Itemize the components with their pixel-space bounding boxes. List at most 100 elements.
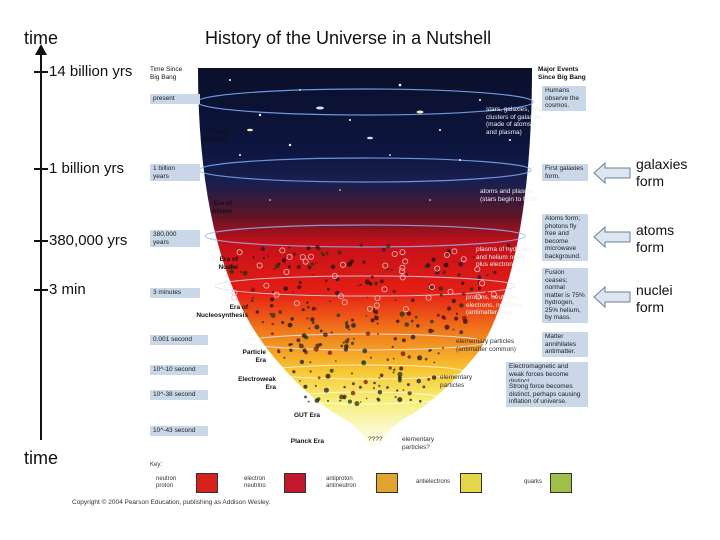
particle bbox=[229, 269, 234, 274]
event-label-galaxies: galaxies form bbox=[636, 156, 687, 190]
atom-ring bbox=[382, 262, 389, 269]
desc-elementary-common: elementary particles (antimatter common) bbox=[456, 338, 516, 353]
atom-ring bbox=[236, 249, 243, 256]
atom-ring bbox=[293, 300, 300, 307]
particle bbox=[397, 397, 403, 403]
time-box-0001-second-text: 0.001 second bbox=[153, 336, 193, 343]
particle bbox=[451, 298, 456, 304]
desc-atoms-plasma: atoms and plasma (stars begin to form) bbox=[480, 188, 539, 203]
particle bbox=[402, 338, 406, 343]
figure-header-events-line1: Major Events bbox=[538, 66, 579, 73]
particle bbox=[251, 299, 254, 302]
particle bbox=[351, 318, 354, 322]
particle bbox=[359, 401, 362, 403]
slide-title: History of the Universe in a Nutshell bbox=[205, 28, 492, 48]
particle bbox=[289, 348, 293, 352]
atom-ring bbox=[307, 253, 314, 260]
atom-ring bbox=[231, 294, 238, 301]
particle bbox=[457, 273, 461, 277]
particle bbox=[308, 327, 311, 330]
atom-ring bbox=[273, 291, 280, 298]
particle bbox=[386, 386, 389, 389]
particle bbox=[288, 343, 292, 347]
particle bbox=[424, 357, 428, 361]
particle bbox=[313, 346, 319, 352]
event-label-atoms: atoms form bbox=[636, 222, 674, 256]
atom-ring bbox=[402, 306, 409, 313]
particle bbox=[370, 356, 372, 359]
key-item-quarks: quarks bbox=[524, 479, 543, 485]
particle bbox=[304, 335, 309, 340]
particle bbox=[312, 273, 314, 276]
particle bbox=[327, 399, 329, 402]
particle bbox=[325, 279, 328, 282]
figure-header-events-line2: Since Big Bang bbox=[538, 73, 586, 81]
time-box-380000: 380,000 years bbox=[150, 230, 200, 247]
particle bbox=[416, 324, 420, 328]
figure-header-time-line2: Big Bang bbox=[150, 73, 177, 81]
era-planck-text: Planck Era bbox=[290, 438, 324, 445]
particle bbox=[229, 264, 234, 269]
event-box-atoms-form: Atoms form; photons fly free and become … bbox=[542, 214, 588, 261]
particle bbox=[290, 317, 294, 321]
particle bbox=[359, 283, 362, 286]
particle bbox=[374, 315, 379, 321]
particle bbox=[262, 257, 265, 260]
particle bbox=[299, 343, 301, 345]
desc-unknown: ???? bbox=[368, 436, 383, 443]
particle bbox=[327, 287, 330, 291]
particle bbox=[411, 298, 415, 302]
particle bbox=[277, 349, 281, 354]
particle bbox=[397, 376, 402, 381]
particle bbox=[303, 384, 308, 389]
event-box-strong-force: Strong force becomes distinct, perhaps c… bbox=[506, 382, 588, 407]
figure-copyright: Copyright © 2004 Pearson Education, publ… bbox=[72, 499, 271, 506]
particle bbox=[316, 262, 319, 264]
particle bbox=[370, 318, 375, 323]
particle bbox=[427, 377, 431, 381]
particle bbox=[365, 315, 368, 317]
particle bbox=[430, 319, 434, 324]
particle bbox=[437, 352, 440, 355]
particle bbox=[327, 350, 333, 355]
particle bbox=[386, 358, 390, 362]
particle bbox=[462, 319, 468, 324]
key-proton-label: proton bbox=[156, 483, 174, 489]
particle bbox=[447, 306, 452, 311]
era-nucleosynthesis-line1: Era of bbox=[229, 304, 248, 311]
timeline-tick-1-billion bbox=[34, 168, 48, 170]
atom-ring bbox=[331, 272, 338, 279]
particle bbox=[388, 366, 392, 370]
atom-ring bbox=[299, 254, 306, 261]
particle bbox=[349, 259, 355, 264]
particle bbox=[296, 265, 301, 269]
particle bbox=[446, 249, 452, 255]
particle bbox=[337, 250, 342, 255]
particle bbox=[444, 324, 450, 330]
event-label-atoms-line2: form bbox=[636, 239, 664, 255]
atom-ring bbox=[428, 283, 435, 290]
particle bbox=[377, 333, 379, 335]
atom-ring bbox=[286, 253, 293, 260]
time-box-1e-38-second: 10^-38 second bbox=[150, 390, 208, 400]
era-electroweak-line2: Era bbox=[265, 383, 276, 391]
particle bbox=[379, 279, 384, 284]
era-electroweak-line1: Electroweak bbox=[238, 376, 276, 383]
particle bbox=[364, 279, 370, 285]
particle bbox=[365, 331, 371, 336]
key-neutron-label: neutron bbox=[156, 476, 177, 482]
particle bbox=[242, 270, 248, 276]
particle bbox=[255, 310, 260, 314]
particle bbox=[292, 291, 294, 294]
particle bbox=[342, 341, 345, 344]
event-label-nuclei-line1: nuclei bbox=[636, 282, 673, 298]
particle bbox=[393, 368, 396, 371]
particle bbox=[288, 246, 291, 249]
particle bbox=[273, 267, 276, 271]
particle bbox=[267, 255, 269, 258]
key-antielectron-swatch bbox=[460, 473, 482, 493]
era-galaxies-line2: Galaxies bbox=[201, 135, 228, 143]
era-atoms-line2: Atoms bbox=[211, 207, 232, 215]
particle bbox=[372, 387, 375, 390]
particle bbox=[361, 360, 367, 366]
